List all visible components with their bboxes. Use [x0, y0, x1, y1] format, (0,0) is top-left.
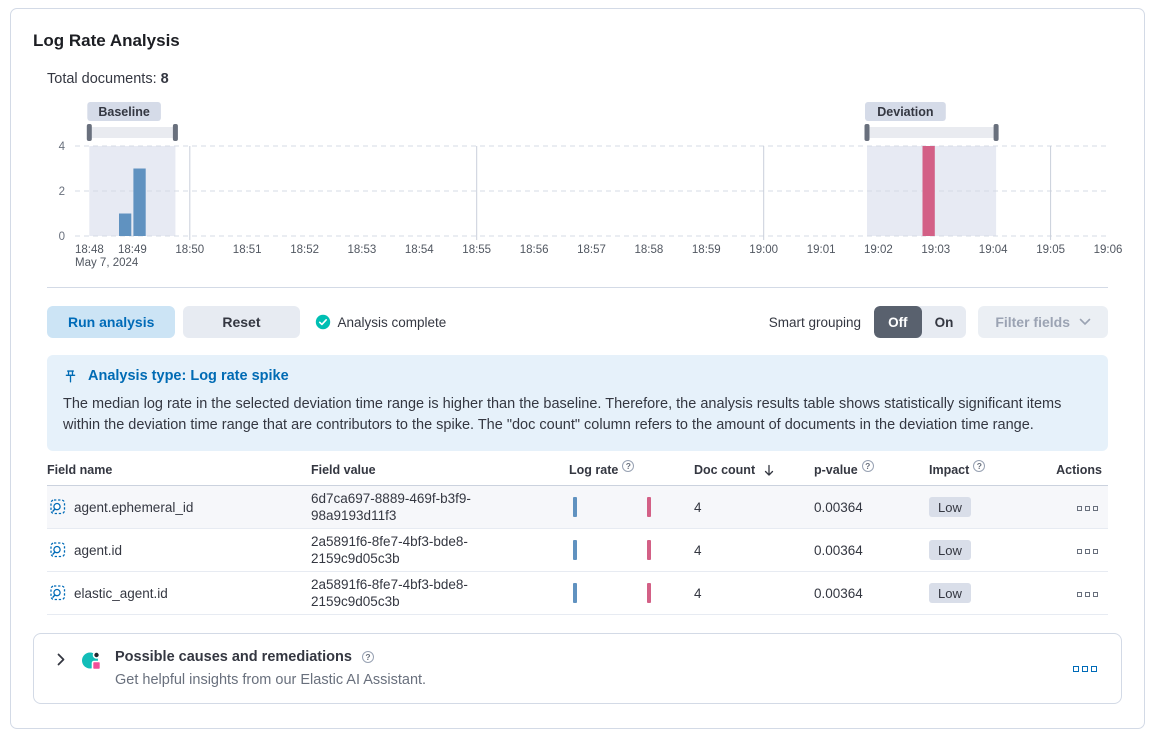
- field-filter-icon[interactable]: [50, 585, 66, 601]
- run-analysis-button[interactable]: Run analysis: [47, 306, 176, 338]
- row-actions-button[interactable]: [1073, 588, 1102, 601]
- header-log-rate[interactable]: Log rate: [561, 460, 686, 477]
- field-name: agent.ephemeral_id: [74, 499, 194, 515]
- svg-text:18:51: 18:51: [233, 244, 262, 256]
- field-value: 2a5891f6-8fe7-4bf3-bde8-2159c9d05c3b: [311, 577, 468, 609]
- p-value: 0.00364: [814, 499, 863, 515]
- header-impact[interactable]: Impact: [921, 460, 1031, 477]
- callout-body: The median log rate in the selected devi…: [63, 396, 1062, 433]
- svg-text:May 7, 2024: May 7, 2024: [75, 257, 139, 269]
- svg-text:18:50: 18:50: [175, 244, 204, 256]
- svg-text:19:00: 19:00: [749, 244, 778, 256]
- doc-count: 4: [694, 499, 702, 515]
- svg-text:19:01: 19:01: [807, 244, 836, 256]
- log-rate-minichart: [561, 581, 686, 605]
- help-icon: [361, 651, 374, 663]
- svg-text:18:58: 18:58: [635, 244, 664, 256]
- svg-text:2: 2: [59, 186, 65, 198]
- field-filter-icon[interactable]: [50, 542, 66, 558]
- pin-icon: [63, 369, 78, 384]
- svg-text:18:56: 18:56: [520, 244, 549, 256]
- controls-row: Run analysis Reset Analysis complete Sma…: [47, 306, 1108, 338]
- ai-panel-subtitle: Get helpful insights from our Elastic AI…: [115, 672, 427, 688]
- results-table: Field name Field value Log rate Doc coun…: [47, 460, 1108, 615]
- possible-causes-panel[interactable]: Possible causes and remediations Get hel…: [33, 633, 1122, 704]
- field-filter-icon[interactable]: [50, 499, 66, 515]
- svg-text:19:06: 19:06: [1094, 244, 1122, 256]
- field-name: elastic_agent.id: [74, 585, 168, 601]
- impact-badge: Low: [929, 540, 971, 560]
- chevron-down-icon: [1079, 318, 1091, 326]
- table-row: agent.ephemeral_id 6d7ca697-8889-469f-b3…: [47, 486, 1108, 529]
- row-actions-button[interactable]: [1073, 502, 1102, 515]
- reset-button[interactable]: Reset: [183, 306, 300, 338]
- svg-text:0: 0: [59, 231, 65, 243]
- sort-desc-icon: [763, 464, 775, 477]
- svg-text:18:57: 18:57: [577, 244, 606, 256]
- total-documents-value: 8: [160, 71, 169, 87]
- callout-title: Analysis type: Log rate spike: [88, 368, 289, 384]
- page-title: Log Rate Analysis: [33, 31, 180, 50]
- table-row: elastic_agent.id 2a5891f6-8fe7-4bf3-bde8…: [47, 572, 1108, 615]
- filter-fields-button[interactable]: Filter fields: [978, 306, 1108, 338]
- table-row: agent.id 2a5891f6-8fe7-4bf3-bde8-2159c9d…: [47, 529, 1108, 572]
- svg-text:19:04: 19:04: [979, 244, 1008, 256]
- svg-text:19:02: 19:02: [864, 244, 893, 256]
- analysis-status: Analysis complete: [315, 314, 447, 330]
- svg-text:18:52: 18:52: [290, 244, 319, 256]
- ai-panel-title: Possible causes and remediations: [115, 649, 352, 665]
- impact-badge: Low: [929, 497, 971, 517]
- smart-grouping-on-button[interactable]: On: [922, 306, 967, 338]
- analysis-type-callout: Analysis type: Log rate spike The median…: [47, 355, 1108, 451]
- header-doc-count[interactable]: Doc count: [686, 463, 806, 477]
- smart-grouping-toggle[interactable]: Off On: [874, 306, 967, 338]
- total-documents-label: Total documents:: [47, 71, 157, 87]
- log-rate-minichart: [561, 495, 686, 519]
- svg-text:18:54: 18:54: [405, 244, 434, 256]
- log-rate-minichart: [561, 538, 686, 562]
- row-actions-button[interactable]: [1073, 545, 1102, 558]
- histogram-svg[interactable]: 0 2 4 18:48 18:49 18:50 18:51 18:52 18:53 18:54 18…: [33, 101, 1122, 273]
- ai-panel-text: Possible causes and remediations Get hel…: [115, 649, 426, 688]
- svg-text:18:55: 18:55: [462, 244, 491, 256]
- filter-fields-label: Filter fields: [995, 314, 1070, 330]
- panel-menu-button[interactable]: [1069, 662, 1101, 676]
- field-value: 6d7ca697-8889-469f-b3f9-98a9193d11f3: [311, 491, 471, 523]
- smart-grouping-off-button[interactable]: Off: [874, 306, 922, 338]
- header-field-name: Field name: [47, 463, 113, 477]
- field-name: agent.id: [74, 542, 123, 558]
- impact-badge: Low: [929, 583, 971, 603]
- info-icon: [861, 460, 874, 472]
- info-icon: [622, 460, 635, 472]
- field-value: 2a5891f6-8fe7-4bf3-bde8-2159c9d05c3b: [311, 534, 468, 566]
- expand-chevron-right-icon[interactable]: [54, 652, 68, 670]
- analysis-status-label: Analysis complete: [337, 314, 447, 330]
- svg-text:4: 4: [59, 141, 66, 153]
- svg-text:19:05: 19:05: [1036, 244, 1065, 256]
- svg-text:19:03: 19:03: [921, 244, 950, 256]
- check-circle-icon: [315, 314, 331, 330]
- document-count-chart[interactable]: 0 2 4 18:48 18:49 18:50 18:51 18:52 18:53 18:54 18…: [33, 101, 1122, 273]
- section-divider: [47, 287, 1108, 288]
- p-value: 0.00364: [814, 585, 863, 601]
- table-header-row: Field name Field value Log rate Doc coun…: [47, 460, 1108, 486]
- svg-text:Deviation: Deviation: [877, 105, 933, 119]
- elastic-ai-assistant-icon: [81, 650, 102, 674]
- doc-count: 4: [694, 542, 702, 558]
- log-rate-analysis-panel: Log Rate Analysis Total documents: 8 0 2 4…: [10, 8, 1145, 729]
- p-value: 0.00364: [814, 542, 863, 558]
- svg-text:18:48: 18:48: [75, 244, 104, 256]
- total-documents: Total documents: 8: [47, 71, 1108, 87]
- doc-count: 4: [694, 585, 702, 601]
- svg-text:18:53: 18:53: [348, 244, 377, 256]
- header-actions: Actions: [1056, 463, 1102, 477]
- info-icon: [973, 460, 986, 472]
- smart-grouping-label: Smart grouping: [768, 314, 862, 330]
- header-p-value[interactable]: p-value: [806, 460, 921, 477]
- svg-text:18:59: 18:59: [692, 244, 721, 256]
- svg-text:Baseline: Baseline: [98, 105, 149, 119]
- header-field-value: Field value: [311, 463, 376, 477]
- svg-text:18:49: 18:49: [118, 244, 147, 256]
